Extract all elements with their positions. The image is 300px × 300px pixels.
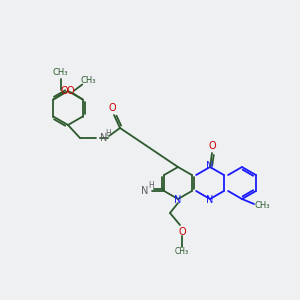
Text: N: N bbox=[142, 186, 149, 196]
Text: O: O bbox=[67, 86, 74, 97]
Text: O: O bbox=[61, 85, 68, 95]
Text: N: N bbox=[100, 133, 108, 143]
Text: CH₃: CH₃ bbox=[254, 202, 270, 211]
Text: O: O bbox=[108, 103, 116, 113]
Text: O: O bbox=[178, 227, 186, 237]
Text: H: H bbox=[105, 130, 111, 139]
Text: O: O bbox=[208, 141, 216, 151]
Text: CH₃: CH₃ bbox=[80, 76, 96, 85]
Text: H: H bbox=[148, 182, 154, 190]
Text: CH₃: CH₃ bbox=[175, 248, 189, 256]
Text: CH₃: CH₃ bbox=[53, 68, 68, 77]
Text: N: N bbox=[206, 161, 214, 171]
Text: N: N bbox=[206, 195, 214, 205]
Text: N: N bbox=[174, 195, 182, 205]
